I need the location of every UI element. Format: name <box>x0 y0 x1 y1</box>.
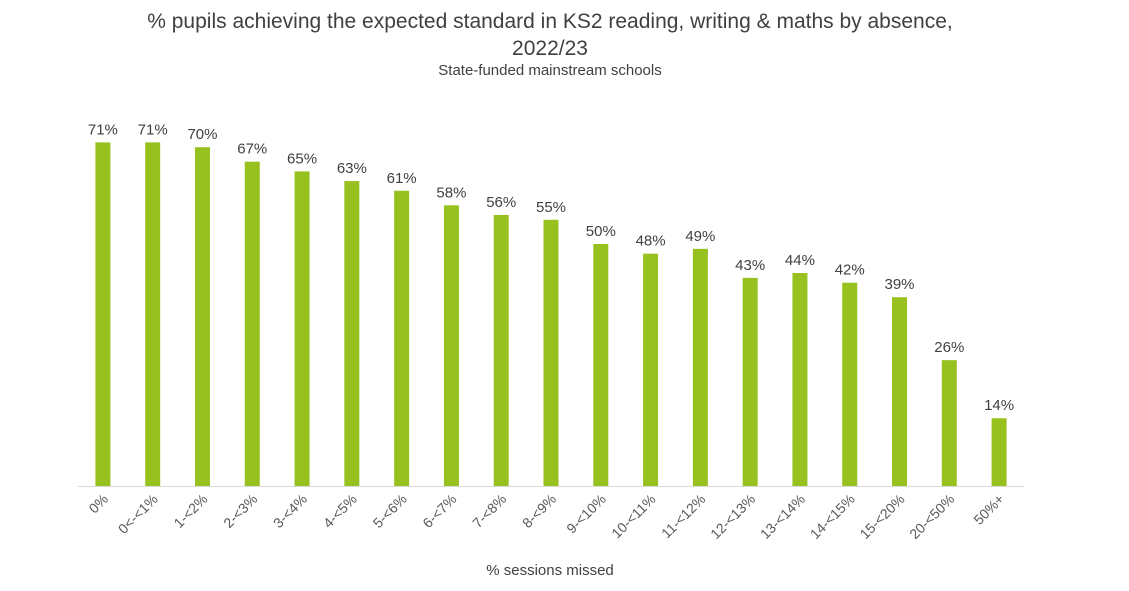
bar <box>394 190 410 486</box>
data-label: 39% <box>885 276 915 293</box>
x-tick-label: 4-<5% <box>320 491 360 531</box>
data-label: 55% <box>536 199 566 216</box>
x-tick-label: 3-<4% <box>270 491 310 531</box>
bar <box>344 181 360 486</box>
bar <box>244 161 260 486</box>
data-label: 63% <box>337 160 367 177</box>
data-label: 42% <box>835 262 865 279</box>
x-tick-label: 8-<9% <box>519 491 559 531</box>
chart-subtitle: State-funded mainstream schools <box>438 62 662 79</box>
data-label: 43% <box>735 257 765 274</box>
data-label: 58% <box>436 184 466 201</box>
bar <box>543 219 559 487</box>
bar <box>443 205 459 486</box>
x-tick-label: 50%+ <box>970 491 1007 528</box>
bar <box>95 142 111 487</box>
x-tick-label: 0<-<1% <box>115 491 161 537</box>
x-tick-label: 15-<20% <box>856 491 907 542</box>
bar <box>294 171 310 486</box>
data-label: 44% <box>785 252 815 269</box>
data-label: 50% <box>586 223 616 240</box>
bar <box>941 360 957 486</box>
bar <box>692 248 708 486</box>
x-tick-label: 1-<2% <box>170 491 210 531</box>
x-tick-label: 6-<7% <box>419 491 459 531</box>
x-tick-label: 5-<6% <box>370 491 410 531</box>
x-tick-label: 11-<12% <box>658 491 708 541</box>
data-label: 71% <box>88 121 118 138</box>
x-tick-label: 14-<15% <box>807 491 858 542</box>
data-label: 48% <box>636 233 666 250</box>
bar <box>892 297 908 486</box>
data-label: 56% <box>486 194 516 211</box>
x-tick-label: 2-<3% <box>220 491 260 531</box>
chart-title: % pupils achieving the expected standard… <box>147 10 953 60</box>
x-tick-label: 13-<14% <box>757 491 808 542</box>
x-tick-label: 0% <box>85 491 111 517</box>
bar <box>593 244 609 486</box>
x-tick-label: 7-<8% <box>469 491 509 531</box>
bar <box>493 214 509 486</box>
x-tick-label: 12-<13% <box>707 491 758 542</box>
data-label: 26% <box>934 339 964 356</box>
data-label: 49% <box>685 228 715 245</box>
x-tick-label: 10-<11% <box>608 491 658 541</box>
data-label: 71% <box>138 121 168 138</box>
data-label: 14% <box>984 397 1014 414</box>
data-label: 67% <box>237 141 267 158</box>
bar <box>842 282 858 486</box>
data-label: 61% <box>387 170 417 187</box>
data-label: 65% <box>287 150 317 167</box>
bar <box>145 142 161 487</box>
bar <box>792 273 808 486</box>
x-axis-label: % sessions missed <box>486 562 614 579</box>
x-tick-label: 9-<10% <box>563 491 609 537</box>
bar <box>194 147 210 486</box>
x-tick-label: 20-<50% <box>906 491 957 542</box>
bar <box>991 418 1007 486</box>
bar <box>742 277 758 486</box>
data-label: 70% <box>187 126 217 143</box>
bar <box>643 253 659 486</box>
